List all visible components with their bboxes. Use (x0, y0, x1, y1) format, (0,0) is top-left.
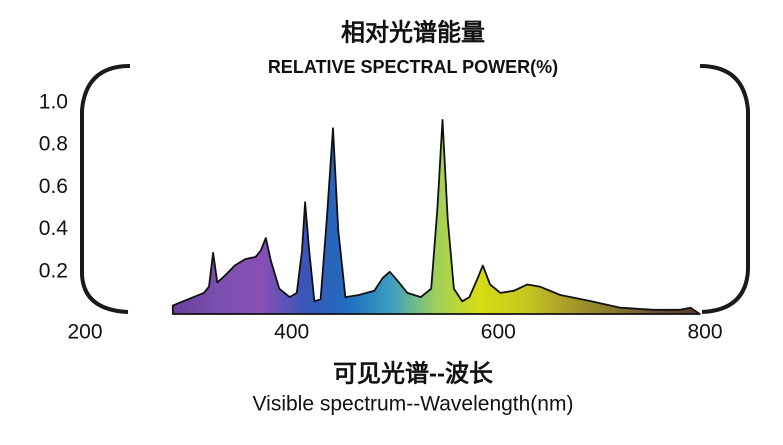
y-tick-label: 0.8 (39, 133, 68, 156)
x-axis-subtitle: Visible spectrum--Wavelength(nm) (253, 393, 574, 416)
chart-subtitle: RELATIVE SPECTRAL POWER(%) (268, 57, 558, 77)
x-tick-label: 200 (67, 321, 102, 344)
x-tick-label: 800 (687, 321, 722, 344)
y-tick-label: 1.0 (39, 91, 68, 114)
bracket-left (80, 64, 131, 314)
x-tick-label: 400 (274, 321, 309, 344)
y-tick-label: 0.4 (39, 217, 69, 240)
x-tick-label: 600 (481, 321, 516, 344)
y-tick-label: 0.2 (39, 259, 68, 282)
chart-title: 相对光谱能量 (341, 18, 485, 46)
spectrum-area (171, 119, 701, 315)
y-tick-label: 0.6 (39, 175, 68, 198)
x-axis-title: 可见光谱--波长 (333, 359, 494, 387)
bracket-right (699, 64, 750, 314)
